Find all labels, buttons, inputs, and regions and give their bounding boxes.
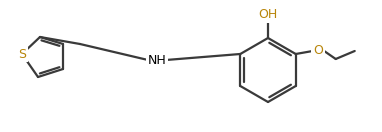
Text: NH: NH <box>147 53 167 67</box>
Text: O: O <box>313 44 323 56</box>
Text: S: S <box>18 48 26 60</box>
Text: OH: OH <box>258 8 278 22</box>
